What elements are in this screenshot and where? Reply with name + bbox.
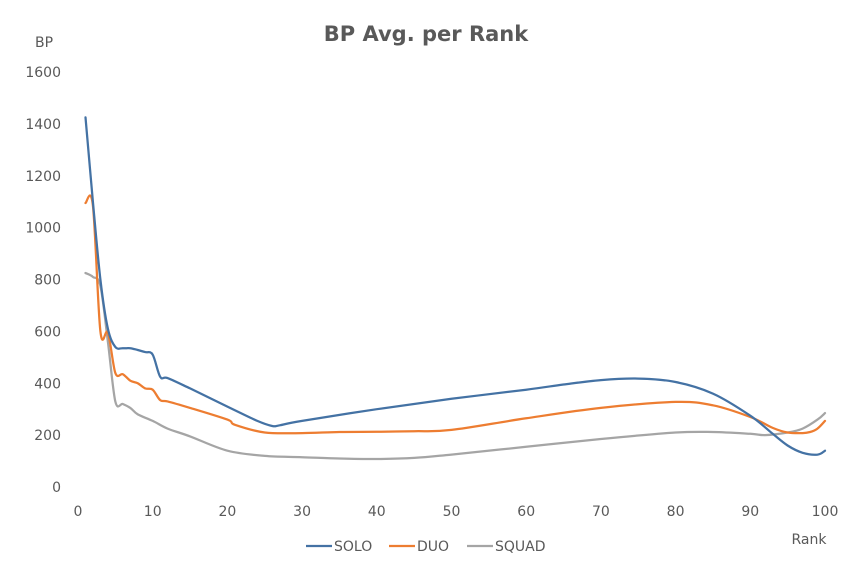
x-axis-label: Rank	[792, 532, 828, 548]
x-tick-label: 70	[592, 504, 610, 520]
y-tick-label: 1200	[25, 169, 61, 185]
y-tick-label: 200	[34, 428, 61, 444]
x-tick-label: 30	[293, 504, 311, 520]
series-line-squad	[84, 271, 827, 461]
y-tick-label: 400	[34, 376, 61, 392]
x-axis-ticks: 0 10 20 30 40 50 60 70 80 90 100	[74, 504, 839, 520]
legend-label-solo: SOLO	[334, 539, 372, 555]
x-tick-label: 0	[74, 504, 83, 520]
x-tick-label: 90	[741, 504, 759, 520]
series-line-duo	[84, 194, 827, 435]
y-axis-ticks: 0 200 400 600 800 1000 1200 1400 1600	[25, 65, 61, 496]
legend-label-duo: DUO	[417, 539, 449, 555]
legend-label-squad: SQUAD	[495, 539, 546, 555]
y-tick-label: 0	[52, 480, 61, 496]
y-tick-label: 1400	[25, 117, 61, 133]
y-tick-label: 800	[34, 273, 61, 289]
x-tick-label: 100	[812, 504, 839, 520]
y-axis-label: BP	[35, 35, 53, 51]
y-tick-label: 1600	[25, 65, 61, 81]
x-tick-label: 80	[667, 504, 685, 520]
x-tick-label: 40	[368, 504, 386, 520]
legend: SOLO DUO SQUAD	[306, 539, 546, 555]
x-tick-label: 60	[517, 504, 535, 520]
series-lines	[84, 116, 827, 461]
x-tick-label: 10	[144, 504, 162, 520]
y-tick-label: 600	[34, 324, 61, 340]
x-tick-label: 50	[443, 504, 461, 520]
chart-title: BP Avg. per Rank	[324, 22, 529, 46]
x-tick-label: 20	[218, 504, 236, 520]
y-tick-label: 1000	[25, 221, 61, 237]
series-line-solo	[84, 116, 827, 456]
